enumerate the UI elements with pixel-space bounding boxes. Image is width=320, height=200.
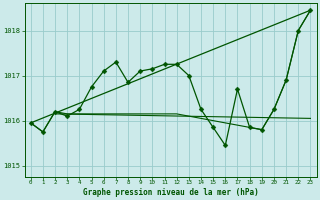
X-axis label: Graphe pression niveau de la mer (hPa): Graphe pression niveau de la mer (hPa) [83, 188, 259, 197]
